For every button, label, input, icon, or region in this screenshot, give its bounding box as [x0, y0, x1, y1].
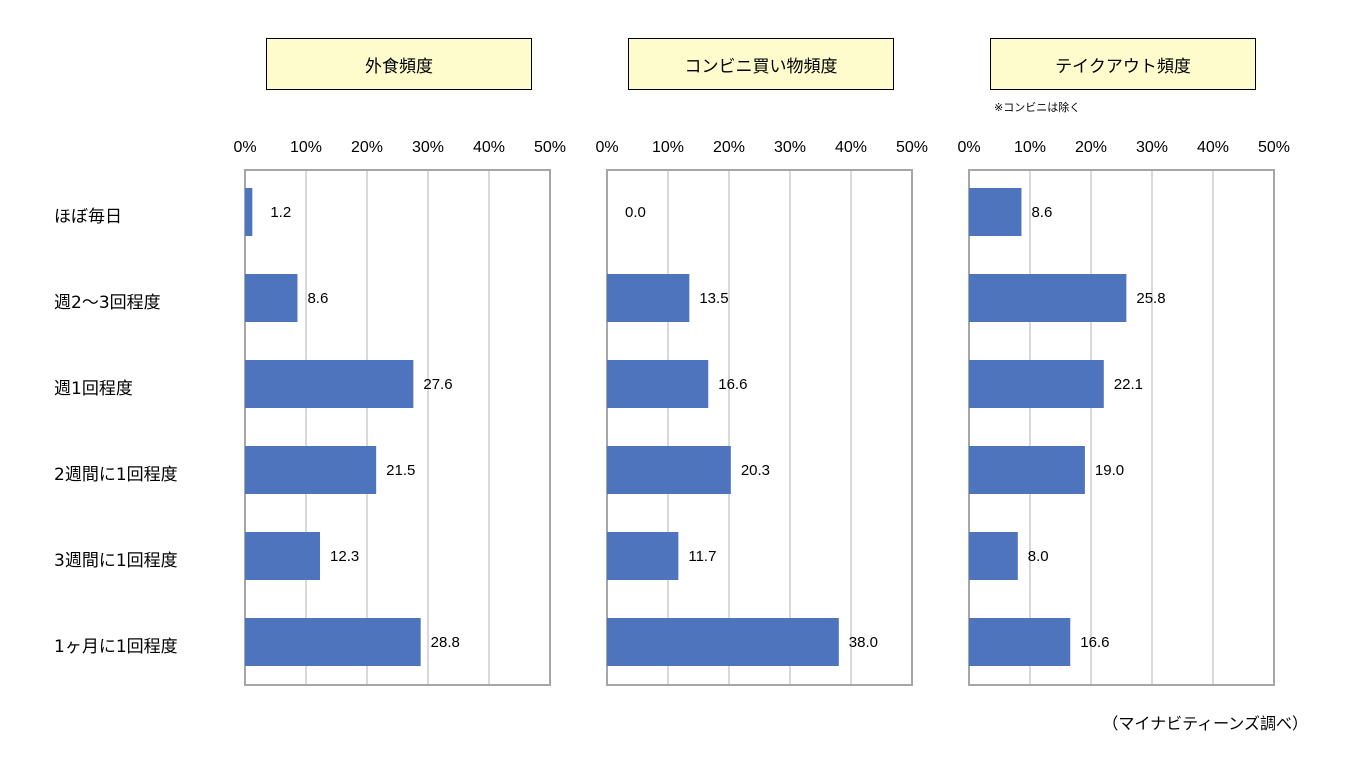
- x-tick-label: 0%: [233, 139, 256, 156]
- bar: [969, 532, 1018, 580]
- bar-value-label: 38.0: [849, 634, 878, 651]
- bar: [245, 188, 253, 236]
- plot-frame: [968, 169, 1275, 686]
- x-tick-label: 0%: [957, 139, 980, 156]
- bar-value-label: 12.3: [330, 548, 359, 565]
- bar: [607, 618, 839, 666]
- bar-value-label: 25.8: [1136, 290, 1165, 307]
- plot-frame: [244, 169, 551, 686]
- panel-title-takeout: テイクアウト頻度: [990, 38, 1256, 90]
- bar-value-label: 20.3: [741, 462, 770, 479]
- category-label: 1ヶ月に1回程度: [54, 637, 178, 657]
- bar-value-label: 27.6: [423, 376, 452, 393]
- takeout-note: ※コンビニは除く: [994, 101, 1081, 114]
- bar: [245, 532, 321, 580]
- bar-value-label: 16.6: [718, 376, 747, 393]
- bar: [969, 446, 1085, 494]
- bar: [245, 274, 298, 322]
- x-tick-label: 10%: [290, 139, 322, 156]
- x-tick-label: 10%: [1014, 139, 1046, 156]
- chart-convenience-store: 0% 10% 20% 30% 40% 50% 0.0 13.5 16.6 20.3 11.7 38.0: [595, 139, 928, 686]
- category-label: 週1回程度: [54, 379, 133, 399]
- category-label: 3週間に1回程度: [54, 551, 178, 571]
- bar: [245, 446, 377, 494]
- category-label: ほぼ毎日: [54, 207, 122, 227]
- x-tick-label: 40%: [835, 139, 867, 156]
- panel-title-convenience-store: コンビニ買い物頻度: [628, 38, 894, 90]
- bar: [607, 532, 679, 580]
- x-tick-label: 40%: [1197, 139, 1229, 156]
- bar: [245, 618, 421, 666]
- bar-value-label: 19.0: [1095, 462, 1124, 479]
- bar: [607, 274, 690, 322]
- x-tick-label: 20%: [351, 139, 383, 156]
- bar-value-label: 21.5: [386, 462, 415, 479]
- bar-value-label: 8.6: [307, 290, 328, 307]
- category-label: 週2～3回程度: [54, 293, 161, 313]
- x-tick-label: 30%: [412, 139, 444, 156]
- x-tick-label: 40%: [473, 139, 505, 156]
- x-tick-label: 0%: [595, 139, 618, 156]
- panel-title-eating-out: 外食頻度: [266, 38, 532, 90]
- bar: [607, 446, 731, 494]
- bar-value-label: 8.0: [1028, 548, 1049, 565]
- x-tick-label: 50%: [534, 139, 566, 156]
- bar-value-label: 16.6: [1080, 634, 1109, 651]
- x-tick-label: 50%: [1258, 139, 1290, 156]
- source-note: （マイナビティーンズ調べ）: [1102, 714, 1308, 733]
- x-tick-label: 30%: [1136, 139, 1168, 156]
- x-tick-label: 30%: [774, 139, 806, 156]
- bar: [969, 360, 1104, 408]
- bar: [969, 274, 1127, 322]
- x-tick-label: 10%: [652, 139, 684, 156]
- bar-value-label: 8.6: [1031, 204, 1052, 221]
- x-tick-label: 20%: [713, 139, 745, 156]
- bar-value-label: 11.7: [688, 548, 716, 565]
- x-tick-label: 20%: [1075, 139, 1107, 156]
- chart-takeout: 0% 10% 20% 30% 40% 50% 8.6 25.8 22.1 19.0 8.0 16.6: [957, 139, 1290, 686]
- chart-eating-out: 0% 10% 20% 30% 40% 50% 1.2 8.6 27.6 21.5 12.3 28.8: [233, 139, 566, 686]
- bar-value-label: 13.5: [699, 290, 728, 307]
- bar: [969, 618, 1071, 666]
- bar: [245, 360, 414, 408]
- category-label: 2週間に1回程度: [54, 465, 178, 485]
- bar-value-label: 0.0: [625, 204, 646, 221]
- x-tick-label: 50%: [896, 139, 928, 156]
- plot-frame: [606, 169, 913, 686]
- bar: [607, 360, 709, 408]
- bar: [969, 188, 1022, 236]
- bar-value-label: 1.2: [270, 204, 291, 221]
- bar-value-label: 28.8: [431, 634, 460, 651]
- bar-value-label: 22.1: [1114, 376, 1143, 393]
